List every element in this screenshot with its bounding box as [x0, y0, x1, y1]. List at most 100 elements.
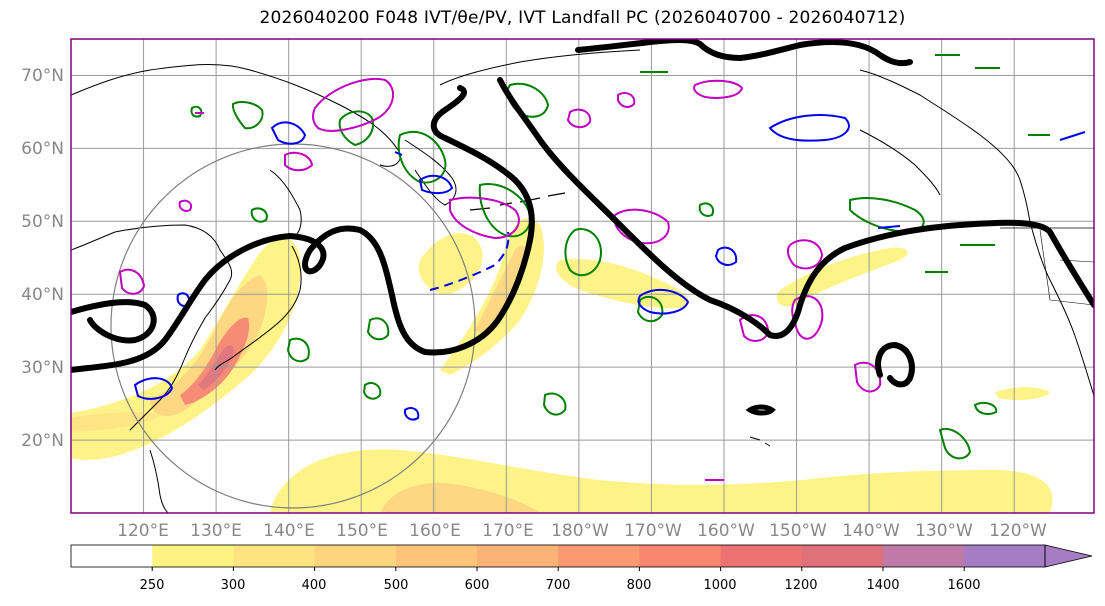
ivt-plume-central-west: [418, 233, 483, 295]
lon-label: 140°E: [263, 521, 315, 541]
lon-label: 130°E: [190, 521, 242, 541]
pv-blue-2: [418, 174, 454, 195]
lon-label: 130°W: [915, 521, 973, 541]
pv-contours-blue: [133, 114, 1086, 421]
lat-label: 60°N: [21, 139, 64, 159]
colorbar-cell: [720, 545, 803, 567]
pv-green-6: [564, 228, 602, 277]
theta-e-contours: [71, 39, 1094, 416]
ivt-streak-sw: [71, 412, 160, 432]
pv-magenta-12: [284, 151, 314, 172]
pv-magenta-14: [195, 112, 724, 481]
colorbar-tick-label: 600: [465, 578, 490, 593]
pv-green-10: [542, 392, 567, 416]
pv-magenta-8: [853, 361, 882, 393]
ivt-plume-japan-core: [180, 317, 250, 405]
colorbar-tick-label: 1000: [703, 578, 736, 593]
colorbar-cell: [883, 545, 965, 567]
pv-green-5: [478, 183, 532, 238]
colorbar-extend-arrow: [1044, 544, 1093, 568]
lon-label: 150°W: [769, 521, 827, 541]
pv-green-8: [286, 337, 310, 363]
lat-label: 50°N: [21, 212, 64, 232]
pv-green-17: [250, 207, 268, 223]
theta-e-4: [575, 39, 913, 67]
colorbar-cell: [964, 545, 1046, 567]
colorbar-cell: [558, 545, 640, 567]
pv-green-14: [973, 402, 998, 415]
pv-magenta-3: [613, 208, 670, 245]
pv-green-15: [938, 427, 972, 460]
colorbar-tick-label: 800: [627, 578, 652, 593]
pv-contours-magenta: [118, 78, 882, 481]
colorbar: 250 300 400 500 600 700 800 1000 1200 14…: [70, 544, 1093, 593]
lat-label: 30°N: [21, 358, 64, 378]
colorbar-cell: [71, 545, 153, 567]
graticule: [71, 39, 1094, 513]
longitude-labels: 120°E 130°E 140°E 150°E 160°E 170°E 180°…: [117, 521, 1047, 541]
lon-label: 150°E: [336, 521, 388, 541]
pv-magenta-9: [566, 108, 592, 128]
lat-label: 40°N: [21, 285, 64, 305]
pv-blue-3: [637, 288, 690, 315]
colorbar-cell: [639, 545, 722, 567]
colorbar-cell: [477, 545, 559, 567]
ivt-plume-japan-inner: [150, 275, 268, 416]
colorbar-tick-label: 700: [546, 578, 571, 593]
ivt-streak-mid: [556, 259, 689, 309]
pv-blue-10: [394, 131, 1086, 229]
colorbar-tick-label: 500: [384, 578, 409, 593]
coast-kamchatka: [404, 139, 457, 206]
lat-label: 70°N: [21, 66, 64, 86]
lon-label: 120°W: [989, 521, 1047, 541]
ivt-streak-se: [995, 387, 1050, 400]
pv-magenta-4: [693, 79, 744, 99]
lon-label: 180°W: [551, 521, 609, 541]
colorbar-tick-label: 250: [140, 578, 165, 593]
lon-label: 170°W: [624, 521, 682, 541]
pv-magenta-10: [617, 92, 636, 108]
colorbar-cell: [314, 545, 397, 567]
lon-label: 140°W: [842, 521, 900, 541]
lon-label: 120°E: [117, 521, 169, 541]
colorbar-tick-label: 1600: [947, 578, 980, 593]
pv-magenta-11: [118, 268, 146, 295]
pv-magenta-7: [791, 295, 824, 340]
colorbar-tick-label: 300: [221, 578, 246, 593]
pv-green-12: [698, 202, 714, 217]
pv-magenta-13: [178, 199, 192, 212]
theta-e-5: [875, 341, 915, 388]
pv-blue-5: [714, 246, 738, 266]
figure-title: 2026040200 F048 IVT/θe/PV, IVT Landfall …: [259, 8, 906, 28]
colorbar-cell: [233, 545, 316, 567]
pv-magenta-2: [449, 196, 520, 240]
theta-e-6: [745, 404, 776, 416]
pv-blue-7: [133, 377, 174, 400]
pv-green-13: [849, 197, 925, 234]
coast-japan: [214, 245, 302, 371]
colorbar-cells: [71, 545, 1046, 567]
latitude-labels: 70°N 60°N 50°N 40°N 30°N 20°N: [21, 66, 64, 451]
pv-blue-9: [429, 231, 510, 291]
theta-e-1: [71, 299, 157, 344]
theta-e-2: [71, 85, 535, 373]
coast-alaska: [439, 49, 1031, 223]
colorbar-tick-label: 1200: [784, 578, 817, 593]
colorbar-cell: [801, 545, 884, 567]
lat-label: 20°N: [21, 431, 64, 451]
pv-green-16: [190, 105, 203, 118]
pv-magenta-1: [312, 78, 394, 132]
colorbar-cell: [395, 545, 478, 567]
pv-green-1: [231, 101, 264, 130]
map-panel: [70, 38, 1095, 514]
ivt-band-tropics-inner: [380, 483, 540, 513]
hawaii: [749, 436, 771, 447]
pv-green-2: [338, 110, 374, 147]
colorbar-ticks: [151, 567, 965, 571]
lon-label: 160°E: [409, 521, 461, 541]
philippines: [149, 449, 169, 513]
pv-blue-1: [270, 121, 307, 145]
map-frame: [70, 38, 1095, 514]
theta-e-3: [497, 77, 1094, 339]
